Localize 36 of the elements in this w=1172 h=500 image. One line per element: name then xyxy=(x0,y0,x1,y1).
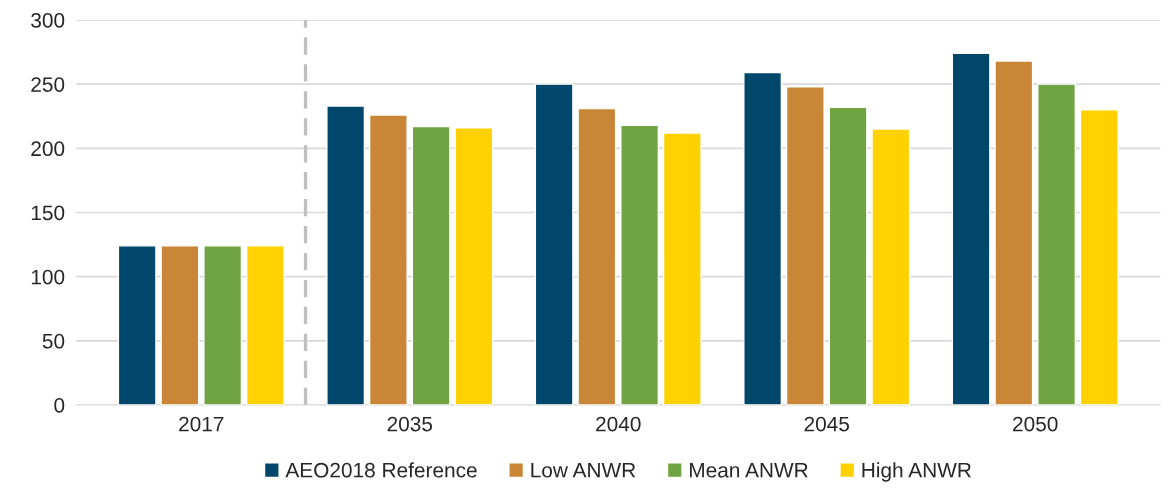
bar xyxy=(994,60,1034,405)
y-tick-label: 250 xyxy=(31,77,65,92)
x-tick-label: 2045 xyxy=(804,416,850,432)
bar xyxy=(1037,83,1077,405)
bar xyxy=(871,128,911,405)
x-tick-label: 2050 xyxy=(1013,416,1058,432)
bar xyxy=(117,245,157,405)
x-tick-label: 2035 xyxy=(387,416,433,432)
x-tick-label: 2040 xyxy=(596,416,641,432)
bar xyxy=(454,127,494,405)
bar xyxy=(785,86,825,405)
bar xyxy=(326,105,366,405)
bar xyxy=(411,125,451,405)
y-tick-label: 200 xyxy=(31,141,65,157)
legend-label: Low ANWR xyxy=(531,463,636,478)
bar xyxy=(368,114,408,405)
bar xyxy=(828,106,868,405)
bar xyxy=(245,245,285,405)
y-tick-label: 300 xyxy=(31,13,65,28)
bar xyxy=(743,71,783,405)
legend-label: Mean ANWR xyxy=(690,463,808,478)
bar xyxy=(1079,109,1119,405)
bar xyxy=(203,245,243,405)
y-tick-label: 150 xyxy=(31,205,65,221)
legend-label: AEO2018 Reference xyxy=(285,462,477,478)
x-tick-label: 2017 xyxy=(179,416,224,432)
bar xyxy=(951,52,991,405)
y-tick-label: 100 xyxy=(31,269,65,285)
y-tick-label: 50 xyxy=(42,333,65,349)
y-tick-label: 0 xyxy=(54,398,65,413)
bar xyxy=(534,83,574,405)
bar xyxy=(662,132,702,405)
bar xyxy=(160,245,200,405)
bar xyxy=(620,124,660,405)
legend-label: High ANWR xyxy=(862,462,971,482)
bar xyxy=(577,107,617,405)
